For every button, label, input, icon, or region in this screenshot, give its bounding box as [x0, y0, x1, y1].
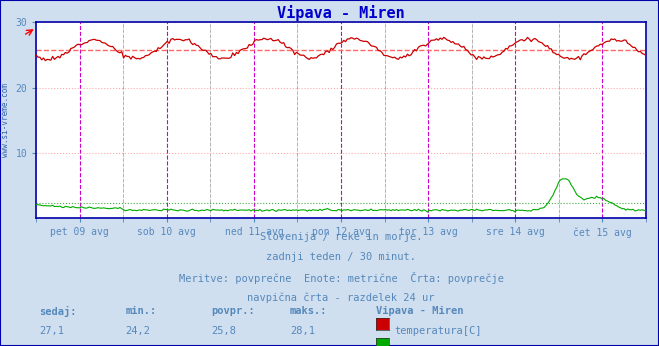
- Text: www.si-vreme.com: www.si-vreme.com: [1, 83, 10, 157]
- Text: 28,1: 28,1: [290, 326, 315, 336]
- Title: Vipava - Miren: Vipava - Miren: [277, 5, 405, 21]
- Text: Slovenija / reke in morje.: Slovenija / reke in morje.: [260, 232, 422, 242]
- Text: zadnji teden / 30 minut.: zadnji teden / 30 minut.: [266, 252, 416, 262]
- Text: min.:: min.:: [125, 306, 156, 316]
- Text: 24,2: 24,2: [125, 326, 150, 336]
- Text: Vipava - Miren: Vipava - Miren: [376, 306, 463, 316]
- Text: 27,1: 27,1: [40, 326, 65, 336]
- Text: 25,8: 25,8: [211, 326, 236, 336]
- Text: Meritve: povprečne  Enote: metrične  Črta: povprečje: Meritve: povprečne Enote: metrične Črta:…: [179, 272, 503, 284]
- Text: povpr.:: povpr.:: [211, 306, 254, 316]
- Text: maks.:: maks.:: [290, 306, 328, 316]
- Text: temperatura[C]: temperatura[C]: [394, 326, 482, 336]
- Text: navpična črta - razdelek 24 ur: navpična črta - razdelek 24 ur: [247, 292, 435, 302]
- Text: sedaj:: sedaj:: [40, 306, 77, 317]
